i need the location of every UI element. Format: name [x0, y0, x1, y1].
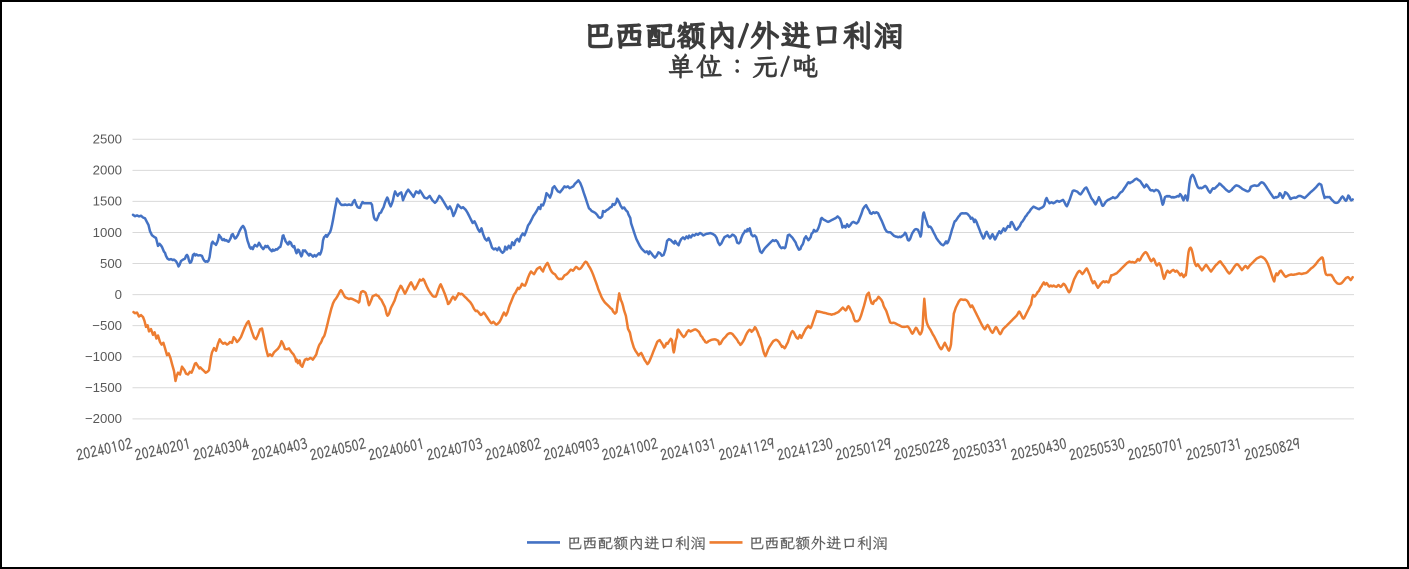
svg-text:−2000: −2000	[85, 411, 122, 426]
svg-text:1000: 1000	[93, 225, 122, 240]
svg-text:2000: 2000	[93, 163, 122, 178]
svg-text:−500: −500	[92, 318, 122, 333]
svg-text:−1500: −1500	[85, 380, 122, 395]
svg-text:−1000: −1000	[85, 349, 122, 364]
svg-text:1500: 1500	[93, 194, 122, 209]
svg-text:500: 500	[100, 256, 122, 271]
svg-text:2500: 2500	[93, 132, 122, 147]
svg-text:0: 0	[115, 287, 122, 302]
